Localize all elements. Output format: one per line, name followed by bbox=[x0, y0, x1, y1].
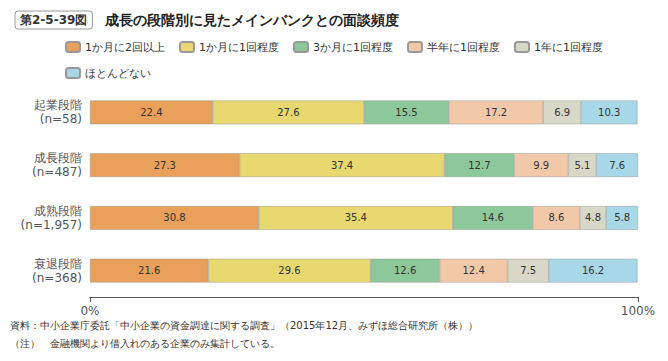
svg-text:成長の段階別に見たメインバンクとの面談頻度: 成長の段階別に見たメインバンクとの面談頻度 bbox=[104, 12, 399, 28]
svg-text:1か月に1回程度: 1か月に1回程度 bbox=[199, 41, 279, 54]
svg-text:29.6: 29.6 bbox=[278, 265, 300, 276]
svg-text:成長段階: 成長段階 bbox=[34, 151, 82, 165]
svg-text:(n=58): (n=58) bbox=[40, 112, 82, 126]
svg-text:1か月に2回以上: 1か月に2回以上 bbox=[85, 41, 165, 54]
svg-text:衰退段階: 衰退段階 bbox=[34, 257, 82, 271]
svg-text:14.6: 14.6 bbox=[482, 212, 504, 223]
svg-text:1年に1回程度: 1年に1回程度 bbox=[534, 41, 603, 54]
svg-text:5.1: 5.1 bbox=[574, 160, 590, 171]
svg-text:6.9: 6.9 bbox=[554, 107, 570, 118]
svg-text:100%: 100% bbox=[621, 304, 655, 318]
svg-text:成熟段階: 成熟段階 bbox=[34, 204, 82, 218]
svg-text:17.2: 17.2 bbox=[485, 107, 507, 118]
svg-text:8.6: 8.6 bbox=[548, 212, 564, 223]
svg-text:12.6: 12.6 bbox=[394, 265, 416, 276]
svg-text:37.4: 37.4 bbox=[331, 160, 353, 171]
svg-text:27.6: 27.6 bbox=[277, 107, 299, 118]
svg-text:10.3: 10.3 bbox=[598, 107, 620, 118]
svg-text:5.8: 5.8 bbox=[614, 212, 630, 223]
svg-text:7.6: 7.6 bbox=[609, 160, 625, 171]
svg-text:9.9: 9.9 bbox=[533, 160, 549, 171]
svg-text:35.4: 35.4 bbox=[345, 212, 367, 223]
svg-text:（注） 金融機関より借入れのある企業のみ集計している。: （注） 金融機関より借入れのある企業のみ集計している。 bbox=[10, 338, 280, 349]
svg-text:12.7: 12.7 bbox=[468, 160, 490, 171]
svg-text:30.8: 30.8 bbox=[163, 212, 185, 223]
svg-text:半年に1回程度: 半年に1回程度 bbox=[427, 41, 500, 54]
svg-text:3か月に1回程度: 3か月に1回程度 bbox=[313, 41, 393, 54]
svg-text:0%: 0% bbox=[80, 304, 99, 318]
svg-text:(n=368): (n=368) bbox=[32, 271, 82, 285]
svg-text:ほとんどない: ほとんどない bbox=[85, 67, 151, 80]
svg-text:第2-5-39図: 第2-5-39図 bbox=[19, 13, 87, 27]
svg-text:12.4: 12.4 bbox=[462, 265, 484, 276]
svg-text:資料：中小企業庁委託「中小企業の資金調達に関する調査」（20: 資料：中小企業庁委託「中小企業の資金調達に関する調査」（2015年12月、みずほ… bbox=[10, 320, 478, 332]
svg-text:21.6: 21.6 bbox=[138, 265, 160, 276]
svg-text:22.4: 22.4 bbox=[140, 107, 162, 118]
svg-text:16.2: 16.2 bbox=[582, 265, 604, 276]
svg-text:4.8: 4.8 bbox=[585, 212, 601, 223]
svg-text:(n=487): (n=487) bbox=[32, 165, 82, 179]
svg-text:15.5: 15.5 bbox=[395, 107, 417, 118]
svg-text:27.3: 27.3 bbox=[154, 160, 176, 171]
svg-text:起業段階: 起業段階 bbox=[34, 98, 82, 112]
svg-text:(n=1,957): (n=1,957) bbox=[21, 218, 82, 232]
svg-text:7.5: 7.5 bbox=[520, 265, 536, 276]
